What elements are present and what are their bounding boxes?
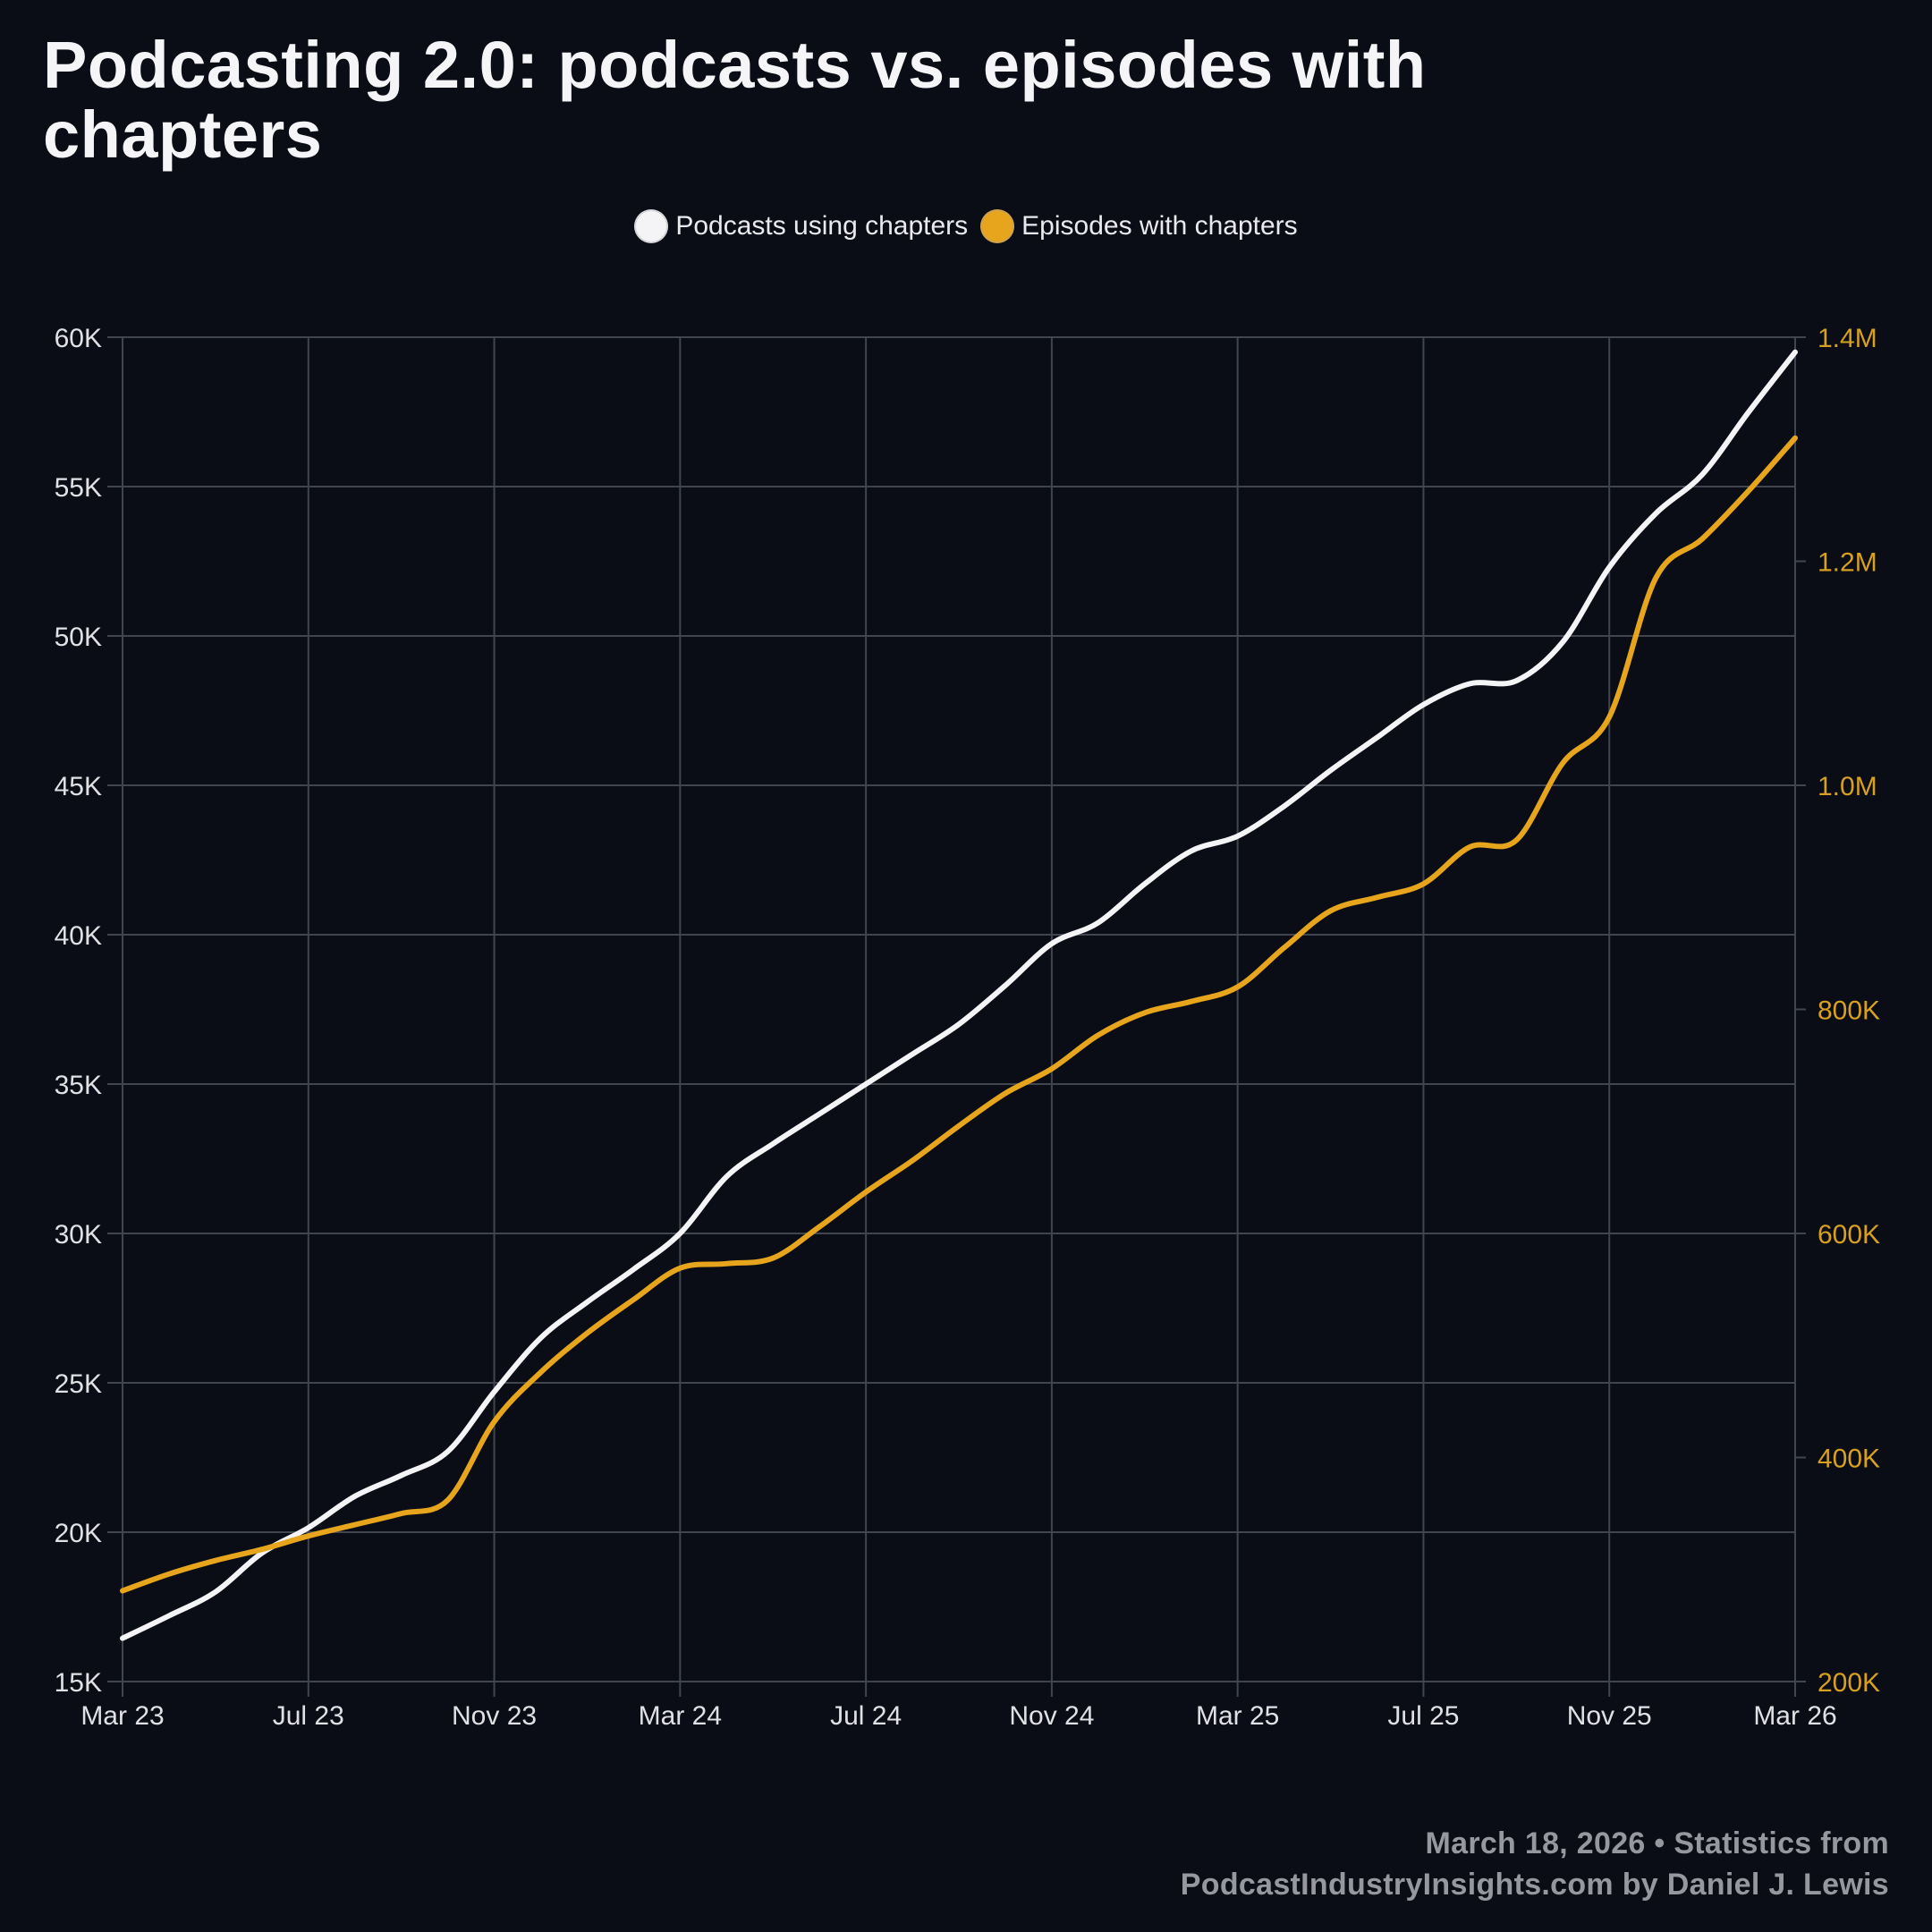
left-axis-tick-label: 60K <box>55 324 102 353</box>
footer-line-1: March 18, 2026 • Statistics from <box>1425 1826 1889 1860</box>
series-line-episodes <box>120 435 1798 1594</box>
left-axis-tick-label: 55K <box>55 473 102 503</box>
episodes-series-dot-icon <box>980 209 1015 243</box>
left-axis-tick-label: 40K <box>55 921 102 951</box>
legend: Podcasts using chapters Episodes with ch… <box>0 208 1932 245</box>
left-axis-tick-label: 20K <box>55 1519 102 1548</box>
x-axis-tick-label: Jul 23 <box>273 1701 344 1731</box>
right-axis-tick-label: 800K <box>1818 996 1880 1026</box>
left-axis-tick-label: 30K <box>55 1220 102 1250</box>
right-axis-tick-label: 400K <box>1818 1445 1880 1474</box>
x-axis-tick-label: Nov 25 <box>1567 1701 1652 1731</box>
page-title: Podcasting 2.0: podcasts vs. episodes wi… <box>43 28 1427 172</box>
right-axis-tick-label: 1.2M <box>1818 548 1877 578</box>
legend-item-episodes: Episodes with chapters <box>980 209 1298 243</box>
left-axis-tick-label: 50K <box>55 623 102 652</box>
podcasts-series-dot-icon <box>634 209 669 243</box>
x-axis-tick-label: Nov 23 <box>452 1701 537 1731</box>
left-axis-tick-label: 35K <box>55 1071 102 1100</box>
right-axis-tick-label: 600K <box>1818 1220 1880 1250</box>
left-axis-tick-label: 25K <box>55 1369 102 1399</box>
legend-item-podcasts: Podcasts using chapters <box>634 209 968 243</box>
x-axis-tick-label: Mar 23 <box>80 1701 164 1731</box>
series-line-podcasts <box>120 349 1798 1641</box>
x-axis-tick-label: Mar 25 <box>1196 1701 1279 1731</box>
legend-label-podcasts: Podcasts using chapters <box>675 211 969 241</box>
right-axis-tick-label: 200K <box>1818 1668 1880 1698</box>
right-axis-tick-label: 1.4M <box>1818 324 1877 353</box>
x-axis-tick-label: Mar 24 <box>639 1701 722 1731</box>
left-axis-tick-label: 15K <box>55 1668 102 1698</box>
x-axis-tick-label: Mar 26 <box>1753 1701 1836 1731</box>
source-attribution: March 18, 2026 • Statistics from Podcast… <box>1181 1823 1889 1905</box>
legend-label-episodes: Episodes with chapters <box>1021 211 1298 241</box>
right-axis-tick-label: 1.0M <box>1818 772 1877 801</box>
x-axis-tick-label: Jul 25 <box>1387 1701 1459 1731</box>
x-axis-tick-label: Nov 24 <box>1009 1701 1094 1731</box>
footer-line-2: PodcastIndustryInsights.com by Daniel J.… <box>1180 1868 1889 1902</box>
x-axis-tick-label: Jul 24 <box>830 1701 902 1731</box>
left-axis-tick-label: 45K <box>55 772 102 801</box>
